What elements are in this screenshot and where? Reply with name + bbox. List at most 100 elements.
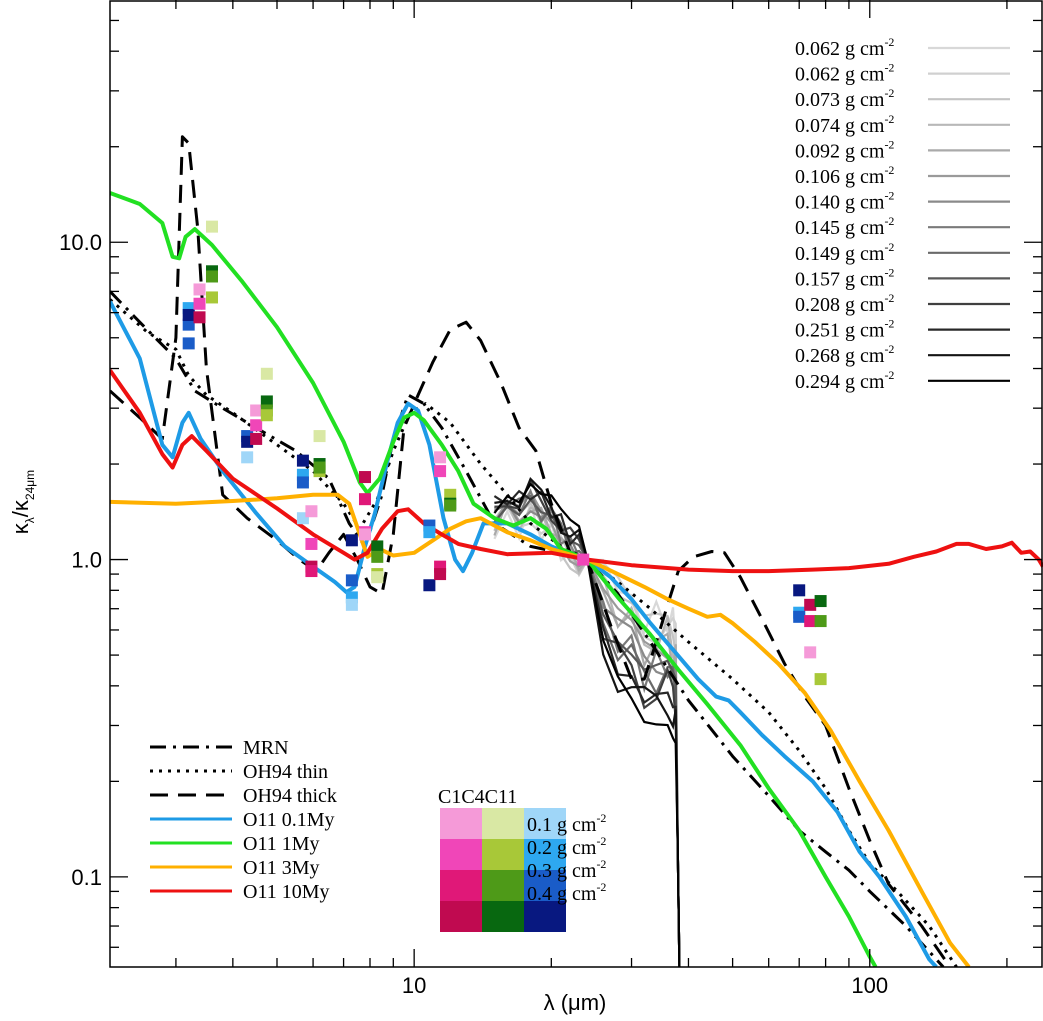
squares-legend-cell-2-2 [524,870,566,901]
photometry-square-48 [434,451,447,464]
legend-label-1: OH94 thin [243,761,328,783]
density-label-13: 0.294 g cm-2 [795,368,894,393]
density-exponent-13: -2 [884,368,894,382]
density-label-12: 0.268 g cm-2 [795,342,894,367]
density-exponent-5: -2 [884,163,894,177]
observed-profile-0.251 [493,489,681,967]
density-label-0: 0.062 g cm-2 [795,35,894,60]
photometry-square-33 [345,534,358,547]
density-label-3: 0.074 g cm-2 [795,112,894,137]
photometry-square-21 [296,454,309,467]
series-oh94-thick [110,135,952,967]
squares-legend-label-0: 0.1 g cm-2 [527,811,606,836]
photometry-square-26 [305,537,318,550]
squares-legend-cell-0-2 [524,808,566,839]
photometry-square-38 [358,493,371,506]
density-label-7: 0.145 g cm-2 [795,214,894,239]
density-exponent-1: -2 [884,61,894,75]
plot-frame [109,0,1043,968]
density-exponent-6: -2 [884,189,894,203]
photometry-square-7 [205,220,218,233]
density-label-6: 0.140 g cm-2 [795,189,894,214]
y-axis-label-sub-24: 24μm [23,470,37,500]
series-o11-0-1my [110,300,938,967]
legend-label-2: OH94 thick [243,785,337,807]
observed-profiles-layer [493,477,681,967]
photometry-square-51 [434,568,447,581]
squares-legend-cell-1-2 [524,839,566,870]
photometry-square-59 [804,598,817,611]
photometry-square-18 [260,395,273,408]
legend-label-5: O11 3My [243,857,319,879]
photometry-square-23 [296,476,309,489]
legend-label-3: O11 0.1My [243,809,334,831]
photometry-square-1 [182,318,195,331]
density-exponent-3: -2 [884,112,894,126]
x-tick-label-100: 100 [851,973,888,998]
squares-legend-header: C1C4C11 [438,786,517,808]
series-o11-1my [110,191,878,967]
photometry-square-5 [193,297,206,310]
photometry-square-34 [345,574,358,587]
y-axis-label-kappa-2: κ [8,499,33,511]
photometry-square-2 [182,337,195,350]
photometry-square-10 [205,291,218,304]
density-exponent-11: -2 [884,317,894,331]
photometry-square-32 [313,461,326,474]
squares-legend-cell-3-2 [524,901,566,932]
squares-legend-exponent-2: -2 [596,857,606,871]
photometry-square-42 [371,550,384,563]
density-exponent-8: -2 [884,240,894,254]
photometry-square-36 [345,598,358,611]
squares-legend-label-1: 0.2 g cm-2 [527,834,606,859]
series-o11-3my [110,492,971,967]
observed-profile-0.268 [494,477,681,967]
density-label-5: 0.106 g cm-2 [795,163,894,188]
density-label-2: 0.073 g cm-2 [795,86,894,111]
photometry-square-44 [371,571,384,584]
squares-legend-cell-1-0 [440,839,482,870]
observed-profile-0.294 [493,482,681,967]
squares-legend-cell-2-0 [440,870,482,901]
y-tick-label-10.0: 10.0 [59,230,102,255]
column-density-legend: 0.062 g cm-20.062 g cm-20.073 g cm-20.07… [795,35,1010,393]
y-tick-label-1.0: 1.0 [71,548,102,573]
photometry-square-61 [804,646,817,659]
photometry-square-58 [793,610,806,623]
density-label-8: 0.149 g cm-2 [795,240,894,265]
squares-legend-cell-3-0 [440,901,482,932]
photometry-square-25 [305,505,318,518]
density-label-9: 0.157 g cm-2 [795,265,894,290]
photometry-square-28 [305,565,318,578]
axes-frame: 10 100 0.1 1.0 10.0 [59,0,1043,998]
squares-legend-cell-3-1 [482,901,524,932]
photometry-square-41 [371,540,384,553]
photometry-square-60 [804,615,817,628]
legend-label-4: O11 1My [243,833,319,855]
squares-legend-cell-2-1 [482,870,524,901]
photometry-square-37 [358,471,371,484]
photometry-square-14 [250,404,263,417]
series-mrn [110,290,945,967]
density-label-10: 0.208 g cm-2 [795,291,894,316]
x-axis-label: λ (μm) [544,990,607,1015]
photometry-square-56 [793,584,806,597]
photometry-square-49 [434,465,447,478]
squares-legend-cell-1-1 [482,839,524,870]
y-axis-label: κλ/κ24μm [8,470,37,534]
photometry-square-15 [250,419,263,432]
density-exponent-10: -2 [884,291,894,305]
series-o11-10my [110,369,1043,574]
photometry-square-46 [423,526,436,539]
photometry-square-17 [260,367,273,380]
y-tick-label-0.1: 0.1 [71,865,102,890]
density-label-11: 0.251 g cm-2 [795,317,894,342]
photometry-square-9 [205,270,218,283]
squares-legend-cell-0-1 [482,808,524,839]
squares-legend-cell-0-0 [440,808,482,839]
photometry-square-20 [260,409,273,422]
photometry-square-6 [193,311,206,324]
photometry-square-3 [182,308,195,321]
model-series-layer [110,135,1043,967]
